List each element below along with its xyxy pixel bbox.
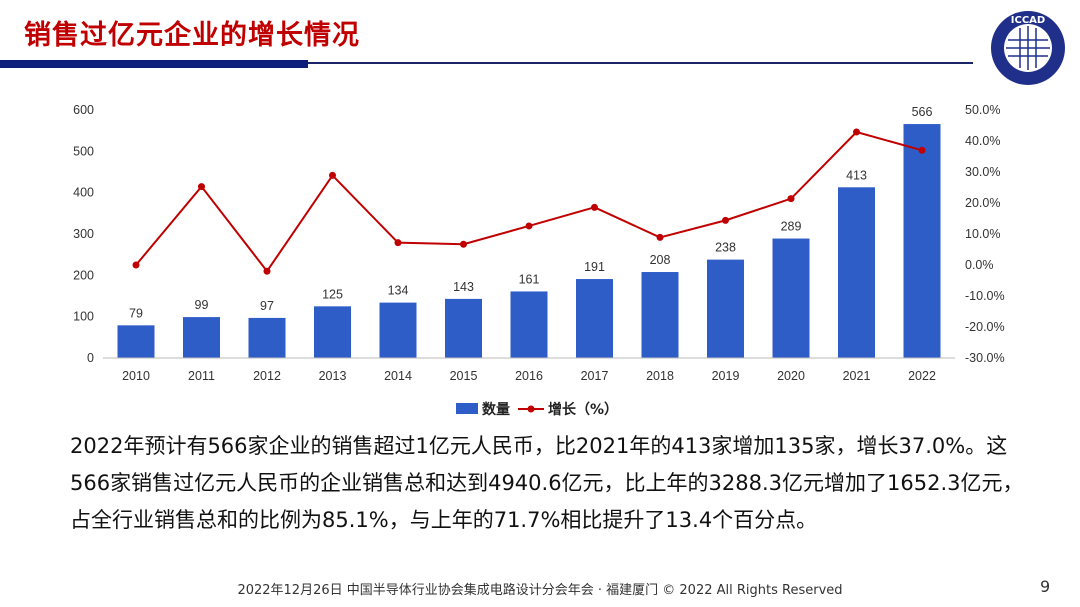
bar	[772, 238, 810, 358]
right-tick-label: 30.0%	[965, 165, 1000, 179]
right-tick-label: 20.0%	[965, 196, 1000, 210]
iccad-logo: ICCAD	[991, 11, 1065, 85]
legend-line-label: 增长（%）	[548, 401, 618, 418]
growth-point	[460, 240, 467, 248]
bar-data-label: 97	[260, 299, 274, 313]
bar	[183, 317, 220, 358]
left-tick-label: 0	[87, 351, 94, 365]
x-tick-label: 2020	[777, 369, 805, 383]
growth-point	[918, 146, 926, 154]
right-tick-label: 50.0%	[965, 103, 1000, 117]
bar	[838, 187, 875, 358]
title-rule-thin	[308, 62, 973, 64]
growth-point	[525, 222, 533, 230]
x-tick-label: 2014	[384, 369, 412, 383]
legend-bar-label: 数量	[482, 401, 510, 418]
left-tick-label: 400	[73, 186, 94, 200]
left-tick-label: 500	[73, 144, 94, 158]
bar-data-label: 134	[388, 284, 409, 298]
bar	[379, 302, 417, 358]
bar-data-label: 566	[912, 105, 933, 119]
legend-line-marker	[527, 405, 535, 413]
growth-point	[394, 239, 402, 247]
left-tick-label: 100	[73, 310, 94, 324]
x-tick-label: 2011	[188, 369, 215, 383]
bar-data-label: 161	[519, 272, 540, 286]
bar	[248, 317, 286, 358]
chart: 0 100 200 300 400 500 600 -30.0% -20.0% -10.0% 0.0…	[73, 103, 1005, 418]
x-tick-label: 2018	[646, 369, 674, 383]
bar-data-label: 191	[584, 260, 605, 274]
bar	[117, 325, 155, 358]
growth-point	[132, 261, 140, 269]
growth-point	[656, 233, 664, 241]
bar-data-label: 289	[781, 220, 802, 234]
bar-data-label: 79	[129, 306, 143, 320]
bar-data-label: 143	[453, 280, 474, 294]
body-paragraph: 2022年预计有566家企业的销售超过1亿元人民币，比2021年的413家增加1…	[70, 434, 1024, 532]
growth-point	[263, 267, 271, 275]
x-tick-label: 2016	[515, 369, 543, 383]
footer-text: 2022年12月26日 中国半导体行业协会集成电路设计分会年会 · 福建厦门 ©…	[237, 583, 843, 598]
left-tick-label: 600	[73, 103, 94, 117]
bar-data-label: 413	[846, 168, 867, 182]
bar-data-label: 125	[322, 287, 343, 301]
bar	[903, 124, 941, 358]
x-tick-label: 2019	[712, 369, 740, 383]
growth-point	[853, 128, 860, 136]
page-number: 9	[1040, 577, 1051, 596]
right-tick-label: 0.0%	[965, 258, 994, 272]
bar	[314, 306, 351, 358]
slide-title: 销售过亿元企业的增长情况	[24, 20, 360, 51]
right-tick-label: -10.0%	[965, 289, 1005, 303]
bar	[707, 259, 744, 358]
growth-point	[591, 203, 598, 211]
bar	[576, 279, 613, 358]
bar-data-label: 99	[195, 298, 209, 312]
x-tick-label: 2022	[908, 369, 936, 383]
right-tick-label: 10.0%	[965, 227, 1000, 241]
logo-text: ICCAD	[1011, 15, 1045, 26]
bar-data-label: 238	[715, 241, 736, 255]
left-tick-label: 300	[73, 227, 94, 241]
legend-bar-swatch	[456, 403, 478, 414]
x-tick-label: 2015	[450, 369, 478, 383]
x-tick-label: 2013	[319, 369, 347, 383]
growth-point	[787, 195, 795, 203]
growth-point	[722, 216, 729, 224]
bar-data-label: 208	[650, 253, 671, 267]
bar	[510, 291, 548, 358]
x-tick-label: 2017	[581, 369, 609, 383]
bar	[445, 298, 482, 358]
left-tick-label: 200	[73, 268, 94, 282]
growth-point	[329, 171, 336, 179]
title-rule	[0, 60, 308, 68]
right-tick-label: -30.0%	[965, 351, 1005, 365]
growth-point	[198, 183, 205, 191]
x-tick-label: 2021	[843, 369, 871, 383]
x-tick-label: 2012	[253, 369, 281, 383]
x-tick-label: 2010	[122, 369, 150, 383]
bar	[641, 272, 679, 358]
right-tick-label: 40.0%	[965, 134, 1000, 148]
right-tick-label: -20.0%	[965, 320, 1005, 334]
